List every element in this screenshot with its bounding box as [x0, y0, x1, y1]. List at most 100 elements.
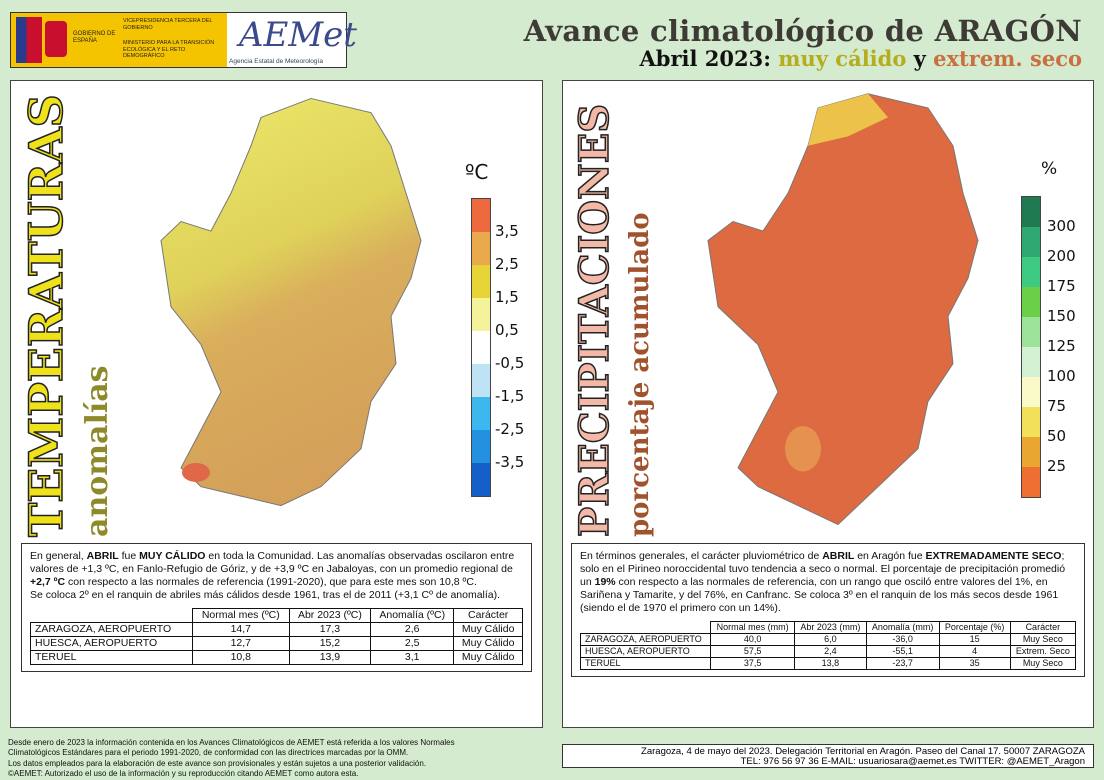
legend-label: 100 [1047, 367, 1076, 385]
legend-label: 125 [1047, 337, 1076, 355]
table-cell: 12,7 [191, 636, 290, 651]
table-cell: 10,8 [191, 650, 290, 665]
table-cell: ZARAGOZA, AEROPUERTO [579, 633, 712, 646]
temperature-panel: TEMPERATURAS anomalías ºC En general, AB… [10, 80, 543, 728]
precipitation-panel: PRECIPITACIONES porcentaje acumulado % E… [562, 80, 1094, 728]
temperature-unit: ºC [465, 160, 489, 184]
text-bold: 19% [594, 576, 616, 588]
text-run: con respecto a las normales de referenci… [65, 576, 477, 588]
column-header [581, 622, 711, 634]
footer-note: Climatológicos Estándares para el period… [8, 747, 409, 757]
table-cell: HUESCA, AEROPUERTO [30, 636, 193, 651]
table-cell: 57,5 [710, 645, 796, 658]
column-header: Carácter [453, 608, 523, 623]
legend-label: 175 [1047, 277, 1076, 295]
footer-note: ©AEMET: Autorizado el uso de la informac… [8, 768, 359, 778]
legend-label: 25 [1047, 457, 1067, 475]
table-cell: 13,9 [288, 650, 372, 665]
text-run: en Aragón fue [854, 550, 926, 562]
contact-details: TEL: 976 56 97 36 E-MAIL: usuariosara@ae… [740, 756, 1085, 767]
legend-swatch [1022, 467, 1040, 497]
table-cell: Muy Cálido [453, 650, 523, 665]
table-cell: 14,7 [191, 622, 290, 637]
table-cell: HUESCA, AEROPUERTO [579, 645, 712, 658]
temperature-map [160, 97, 422, 507]
legend-label: -2,5 [495, 420, 525, 438]
legend-swatch [472, 298, 490, 331]
legend-swatch [1022, 227, 1040, 257]
legend-swatch [472, 331, 490, 364]
temperature-title: TEMPERATURAS [18, 94, 74, 538]
temp-character: muy cálido [778, 46, 907, 71]
precipitation-table: Normal mes (mm) Abr 2023 (mm) Anomalía (mm… [579, 621, 1077, 670]
legend-label: 75 [1047, 397, 1067, 415]
legend-label: 0,5 [495, 321, 519, 339]
table-row: HUESCA, AEROPUERTO 57,5 2,4 -55,1 4 Extrem. S… [579, 645, 1077, 658]
text-run: Se coloca 2º en el ranquin de abriles má… [30, 589, 501, 601]
column-header [31, 609, 193, 623]
flag-icon [16, 17, 42, 63]
column-header: Abr 2023 (ºC) [288, 608, 372, 623]
table-row: ZARAGOZA, AEROPUERTO 14,7 17,3 2,6 Muy Cálid… [30, 622, 523, 637]
legend-swatch [1022, 257, 1040, 287]
legend-label: 300 [1047, 217, 1076, 235]
legend-swatch [472, 199, 490, 232]
table-cell: -36,0 [865, 633, 940, 646]
legend-swatch [472, 364, 490, 397]
legend-swatch [1022, 377, 1040, 407]
column-header: Anomalía (ºC) [370, 608, 455, 623]
footer-notes: Desde enero de 2023 la información conte… [8, 738, 553, 778]
precipitation-map [707, 93, 979, 526]
legend-label: 200 [1047, 247, 1076, 265]
table-cell: 13,8 [794, 657, 867, 670]
table-header: Normal mes (ºC) Abr 2023 (ºC) Anomalía (ºC… [31, 608, 523, 623]
legend-swatch [1022, 287, 1040, 317]
table-cell: Extrem. Seco [1009, 645, 1077, 658]
table-cell: 6,0 [794, 633, 867, 646]
column-header: Carácter [1009, 621, 1077, 634]
table-cell: 37,5 [710, 657, 796, 670]
table-cell: 3,1 [370, 650, 455, 665]
table-cell: 2,4 [794, 645, 867, 658]
table-cell: 2,6 [370, 622, 455, 637]
text-run: con respecto a las normales de referenci… [580, 576, 1059, 614]
legend-swatch [472, 232, 490, 265]
text-bold: +2,7 ºC [30, 576, 66, 588]
aemet-subtitle: Agencia Estatal de Meteorología [229, 58, 323, 65]
aemet-logo: AEMet Agencia Estatal de Meteorología [227, 13, 357, 67]
table-cell: Muy Cálido [453, 636, 523, 651]
text-run: fue [118, 550, 140, 562]
legend-label: 150 [1047, 307, 1076, 325]
table-cell: 35 [938, 657, 1011, 670]
column-header: Anomalía (mm) [865, 621, 940, 634]
text-bold: EXTREMADAMENTE SECO [925, 550, 1062, 562]
precipitation-summary: En términos generales, el carácter pluvi… [571, 543, 1085, 677]
table-cell: Muy Cálido [453, 622, 523, 637]
table-cell: -55,1 [865, 645, 940, 658]
table-cell: 4 [938, 645, 1011, 658]
table-cell: TERUEL [579, 657, 712, 670]
table-cell: -23,7 [865, 657, 940, 670]
temperature-subtitle: anomalías [80, 365, 115, 537]
precipitation-subtitle: porcentaje acumulado [625, 212, 655, 537]
legend-swatch [1022, 347, 1040, 377]
precipitation-legend [1021, 196, 1041, 498]
legend-label: -3,5 [495, 453, 525, 471]
logo-banner: GOBIERNO DE ESPAÑA VICEPRESIDENCIA TERCE… [10, 12, 357, 68]
table-row: HUESCA, AEROPUERTO 12,7 15,2 2,5 Muy Cálido [30, 636, 523, 651]
legend-swatch [1022, 407, 1040, 437]
legend-swatch [1022, 437, 1040, 467]
vicepresidencia-text: VICEPRESIDENCIA TERCERA DEL GOBIERNO [123, 18, 213, 31]
aemet-wordmark: AEMet [239, 15, 357, 55]
text-run: ; solo en el Pirineo noroccidental tuvo … [580, 550, 1066, 588]
table-cell: ZARAGOZA, AEROPUERTO [30, 622, 193, 637]
table-row: TERUEL 10,8 13,9 3,1 Muy Cálido [30, 650, 523, 665]
text-run: en toda la Comunidad. Las anomalías obse… [30, 550, 515, 575]
column-header: Normal mes (mm) [710, 621, 796, 634]
and-word: y [913, 46, 926, 71]
legend-swatch [472, 430, 490, 463]
footer-note: Desde enero de 2023 la información conte… [8, 738, 455, 747]
gobierno-logo: GOBIERNO DE ESPAÑA VICEPRESIDENCIA TERCE… [11, 13, 227, 67]
temperature-summary: En general, ABRIL fue MUY CÁLIDO en toda… [21, 543, 532, 672]
table-cell: 2,5 [370, 636, 455, 651]
